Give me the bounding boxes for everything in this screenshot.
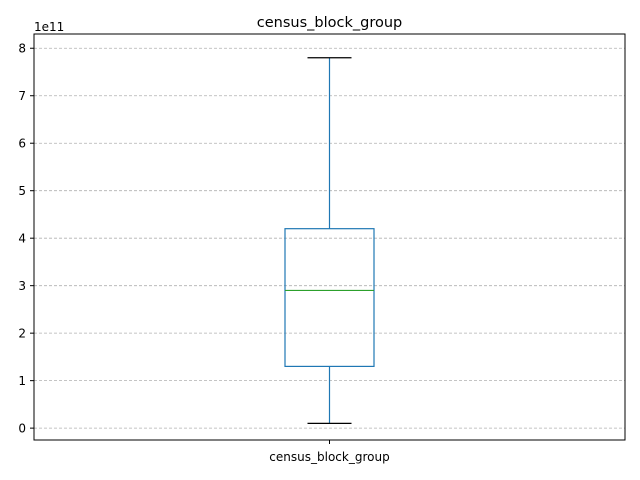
- y-tick-label: 1: [18, 374, 26, 388]
- iqr-box: [284, 228, 375, 367]
- box-series: [284, 57, 375, 424]
- x-axis: census_block_group: [269, 440, 390, 464]
- x-tick-label: census_block_group: [269, 450, 389, 464]
- y-tick-label: 4: [18, 232, 26, 246]
- y-tick-label: 3: [18, 279, 26, 293]
- chart-title: census_block_group: [257, 15, 402, 31]
- y-tick-label: 0: [18, 422, 26, 436]
- y-tick-label: 6: [18, 137, 26, 151]
- y-tick-label: 2: [18, 327, 26, 341]
- y-scale-label: 1e11: [34, 20, 64, 34]
- y-tick-label: 7: [18, 89, 26, 103]
- y-tick-label: 5: [18, 184, 26, 198]
- y-axis: 0 1 2 3 4 5 6 7 8: [18, 42, 34, 436]
- y-tick-label: 8: [18, 42, 26, 56]
